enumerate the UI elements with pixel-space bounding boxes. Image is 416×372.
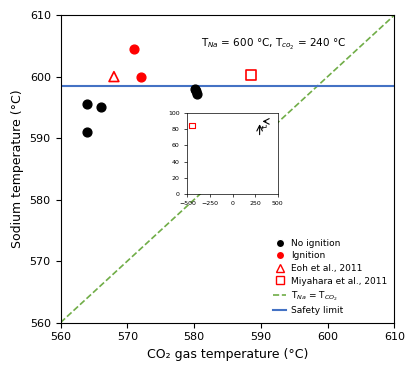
Point: [188, 122, 195, 128]
No ignition: [192, 86, 199, 92]
No ignition: [193, 89, 199, 94]
No ignition: [84, 129, 91, 135]
Y-axis label: Sodium temperature (°C): Sodium temperature (°C): [11, 90, 24, 248]
Text: T$_{Na}$ = 600 °C, T$_{co_2}$ = 240 °C: T$_{Na}$ = 600 °C, T$_{co_2}$ = 240 °C: [201, 36, 346, 52]
No ignition: [193, 91, 200, 97]
Miyahara et al., 2011: [248, 73, 254, 78]
Ignition: [131, 46, 137, 52]
Eoh et al., 2011: [111, 74, 117, 80]
Text: ↵: ↵: [261, 122, 267, 131]
No ignition: [97, 105, 104, 110]
X-axis label: CO₂ gas temperature (°C): CO₂ gas temperature (°C): [147, 348, 308, 361]
Legend: No ignition, Ignition, Eoh et al., 2011, Miyahara et al., 2011, T$_{Na}$ = T$_{C: No ignition, Ignition, Eoh et al., 2011,…: [270, 236, 390, 318]
No ignition: [84, 101, 91, 107]
Ignition: [137, 74, 144, 80]
